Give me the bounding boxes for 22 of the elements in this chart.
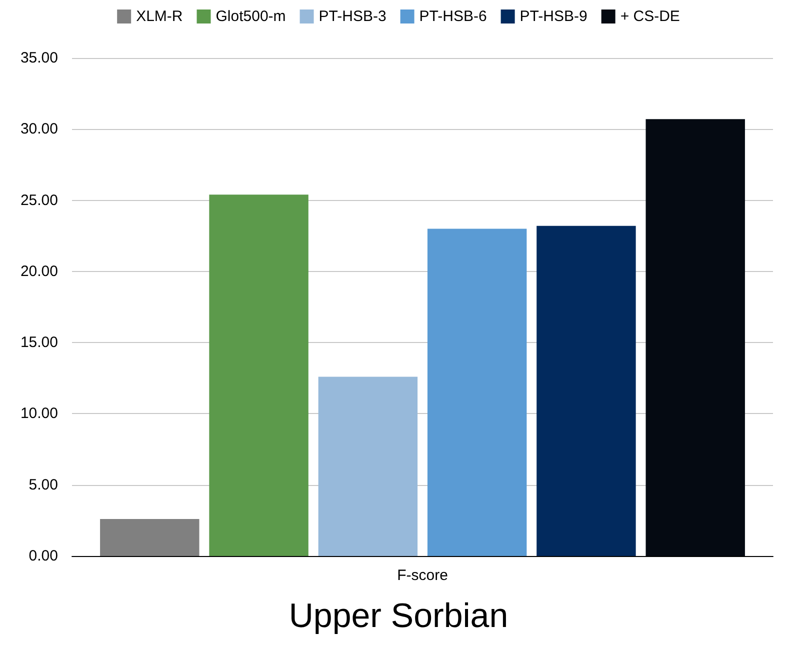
y-tick-label: 10.00 [20,405,58,422]
y-tick-label: 15.00 [20,334,58,352]
y-tick-label: 25.00 [20,192,58,209]
legend-label: + CS-DE [620,8,680,25]
legend-label: XLM-R [136,8,183,25]
y-tick-label: 30.00 [20,120,58,138]
bar [318,376,418,556]
text: Upper Sorbian [288,597,508,635]
legend-label: PT-HSB-9 [520,8,588,25]
bar [209,194,308,556]
y-tick-label: 35.00 [20,50,58,66]
y-tick-label: 0.00 [28,548,58,564]
x-tick-label: F-score [397,567,448,584]
legend-label: PT-HSB-3 [318,8,386,25]
bar [536,226,636,556]
y-tick-label: 5.00 [28,476,58,494]
legend-label: Glot500-m [216,8,286,25]
bar [646,119,745,556]
y-tick-label: 20.00 [20,262,58,280]
bar [427,228,527,556]
legend-label: PT-HSB-6 [419,8,487,25]
bar [100,519,200,556]
